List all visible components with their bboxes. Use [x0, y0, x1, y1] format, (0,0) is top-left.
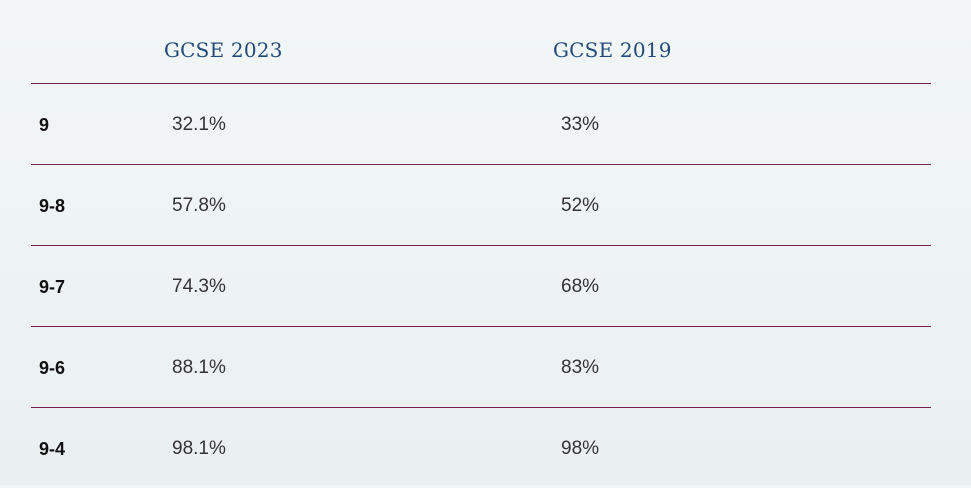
- gcse-2019-value: 68%: [561, 276, 600, 297]
- gcse-2019-value: 33%: [561, 114, 600, 135]
- table-row: 9-8 57.8% 52%: [31, 165, 931, 246]
- column-header-gcse-2019: GCSE 2019: [553, 38, 672, 62]
- gcse-results-table: GCSE 2023 GCSE 2019 9 32.1% 33% 9-8 57.8…: [31, 0, 931, 488]
- column-header-gcse-2023: GCSE 2023: [164, 38, 283, 62]
- gcse-2023-value: 32.1%: [172, 114, 226, 135]
- gcse-2023-value: 74.3%: [172, 276, 226, 297]
- gcse-2019-value: 52%: [561, 195, 600, 216]
- gcse-2023-value: 88.1%: [172, 357, 226, 378]
- grade-label: 9-4: [39, 439, 66, 459]
- table-header-row: GCSE 2023 GCSE 2019: [31, 0, 931, 84]
- gcse-2023-value: 98.1%: [172, 438, 226, 459]
- gcse-2019-value: 83%: [561, 357, 600, 378]
- grade-label: 9-7: [39, 277, 66, 297]
- grade-label: 9-6: [39, 358, 66, 378]
- grade-label: 9: [39, 115, 50, 135]
- table-row: 9-4 98.1% 98%: [31, 408, 931, 488]
- table-row: 9-7 74.3% 68%: [31, 246, 931, 327]
- table-row: 9 32.1% 33%: [31, 84, 931, 165]
- gcse-2023-value: 57.8%: [172, 195, 226, 216]
- table-row: 9-6 88.1% 83%: [31, 327, 931, 408]
- grade-label: 9-8: [39, 196, 66, 216]
- gcse-2019-value: 98%: [561, 438, 600, 459]
